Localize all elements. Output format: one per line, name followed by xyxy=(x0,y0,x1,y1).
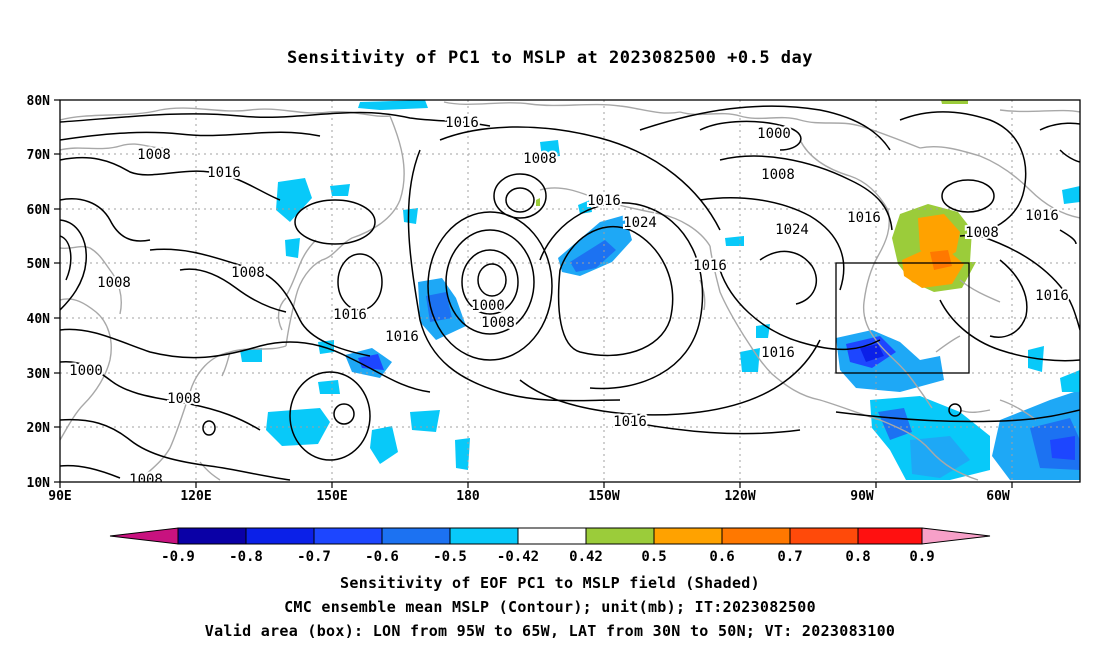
contour-label: 1016 xyxy=(333,307,367,323)
contour-label: 1008 xyxy=(965,225,999,241)
caption-line-3: Valid area (box): LON from 95W to 65W, L… xyxy=(204,622,896,640)
lon-axis-labels: 90E 120E 150E 180 150W 120W 90W 60W xyxy=(48,489,1010,504)
colorbar-label: 0.9 xyxy=(909,549,934,565)
contour-label: 1008 xyxy=(761,167,795,183)
colorbar-label: -0.7 xyxy=(297,549,331,565)
colorbar-segment xyxy=(721,527,791,545)
caption-line-2: CMC ensemble mean MSLP (Contour); unit(m… xyxy=(284,598,816,616)
lat-label: 40N xyxy=(27,312,51,327)
contour-label: 1008 xyxy=(129,472,163,488)
graticule xyxy=(60,100,1080,482)
contour-label: 1000 xyxy=(471,298,505,314)
colorbar-segment xyxy=(789,527,859,545)
contour-label: 1016 xyxy=(1025,208,1059,224)
colorbar-label: -0.6 xyxy=(365,549,399,565)
contour-label: 1008 xyxy=(481,315,515,331)
contour-label: 1000 xyxy=(69,363,103,379)
colorbar-label: 0.42 xyxy=(569,549,603,565)
colorbar-right-arrow xyxy=(921,527,991,545)
contour-label: 1000 xyxy=(757,126,791,142)
lon-label: 90W xyxy=(850,489,874,504)
colorbar-segment xyxy=(449,527,519,545)
lat-label: 70N xyxy=(27,148,51,163)
lon-label: 90E xyxy=(48,489,71,504)
plot-frame xyxy=(59,99,1081,483)
colorbar-segment xyxy=(381,527,451,545)
lat-label: 60N xyxy=(27,203,51,218)
colorbar-left-arrow xyxy=(109,527,179,545)
contour-label: 1016 xyxy=(847,210,881,226)
colorbar-segment xyxy=(517,527,587,545)
lon-label: 60W xyxy=(986,489,1010,504)
contour-label: 1008 xyxy=(167,391,201,407)
colorbar-segment xyxy=(653,527,723,545)
contour-label: 1008 xyxy=(523,151,557,167)
lat-label: 30N xyxy=(27,367,51,382)
colorbar-label: -0.9 xyxy=(161,549,195,565)
contour-label: 1016 xyxy=(761,345,795,361)
contour-label: 1016 xyxy=(693,258,727,274)
valid-area-box xyxy=(835,262,970,374)
lat-label: 80N xyxy=(27,94,51,109)
lat-label: 50N xyxy=(27,257,51,272)
chart-title: Sensitivity of PC1 to MSLP at 2023082500… xyxy=(286,48,813,68)
colorbar-label: 0.5 xyxy=(641,549,666,565)
contour-label: 1008 xyxy=(231,265,265,281)
colorbar-segment xyxy=(313,527,383,545)
lon-label: 150E xyxy=(316,489,347,504)
contour-labels: 1016 1000 1008 1016 1008 1016 1024 1024 … xyxy=(67,113,1071,488)
axis-ticks xyxy=(54,99,1013,488)
colorbar-label: -0.8 xyxy=(229,549,263,565)
contour-label: 1008 xyxy=(137,147,171,163)
colorbar-label: 0.6 xyxy=(709,549,734,565)
contour-label: 1016 xyxy=(445,115,479,131)
colorbar-label: 0.7 xyxy=(777,549,802,565)
contour-label: 1024 xyxy=(623,215,657,231)
colorbar-label: -0.42 xyxy=(497,549,539,565)
contour-label: 1008 xyxy=(97,275,131,291)
contour-label: 1016 xyxy=(207,165,241,181)
lon-label: 150W xyxy=(588,489,619,504)
lon-label: 120E xyxy=(180,489,211,504)
contour-label: 1024 xyxy=(775,222,809,238)
lon-label: 180 xyxy=(456,489,480,504)
mslp-contours xyxy=(60,105,1080,481)
colorbar-segment xyxy=(245,527,315,545)
contour-label: 1016 xyxy=(613,414,647,430)
map-plot-area: 1016 1000 1008 1016 1008 1016 1024 1024 … xyxy=(60,100,1080,488)
colorbar-label: 0.8 xyxy=(845,549,870,565)
contour-label: 1016 xyxy=(385,329,419,345)
colorbar-segment xyxy=(177,527,247,545)
lon-label: 120W xyxy=(724,489,755,504)
lat-axis-labels: 80N 70N 60N 50N 40N 30N 20N 10N xyxy=(27,94,51,491)
contour-label: 1016 xyxy=(587,193,621,209)
lat-label: 20N xyxy=(27,421,51,436)
lat-label: 10N xyxy=(27,476,51,491)
colorbar-label: -0.5 xyxy=(433,549,467,565)
colorbar: -0.9 -0.8 -0.7 -0.6 -0.5 -0.42 0.42 0.5 … xyxy=(109,527,991,565)
contour-label: 1016 xyxy=(1035,288,1069,304)
caption-line-1: Sensitivity of EOF PC1 to MSLP field (Sh… xyxy=(340,574,760,592)
colorbar-segment xyxy=(857,527,923,545)
colorbar-segment xyxy=(585,527,655,545)
